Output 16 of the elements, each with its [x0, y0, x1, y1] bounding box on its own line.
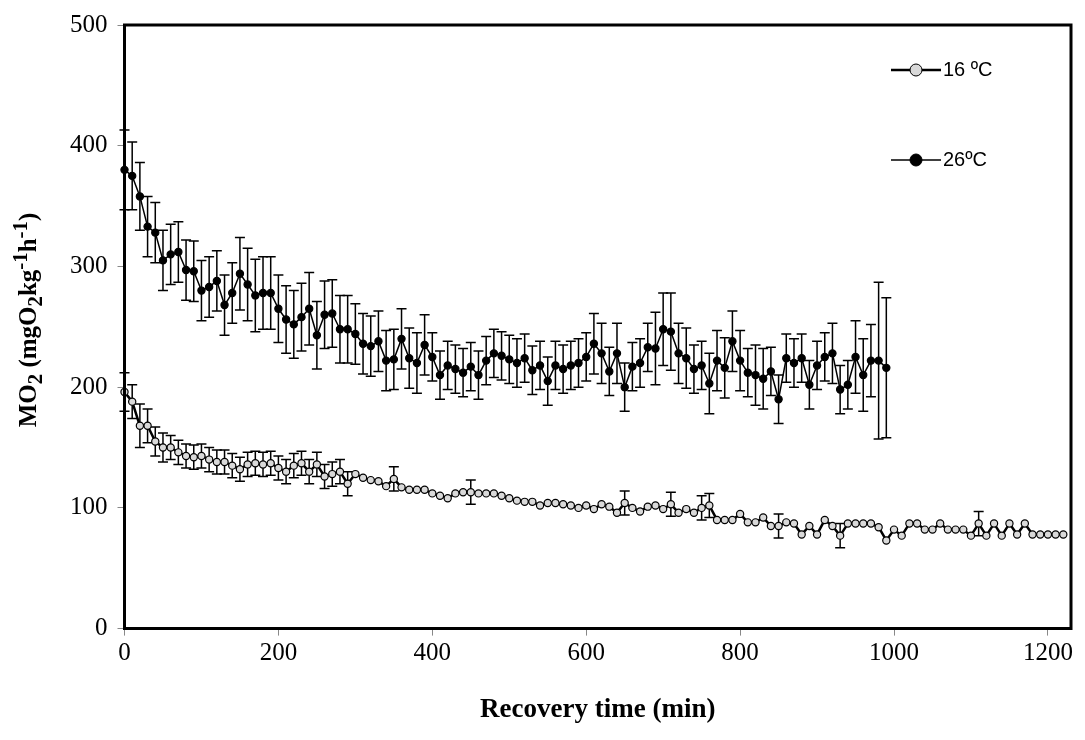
- legend-label: 26ºC: [943, 147, 987, 170]
- y-tick-label: 0: [95, 613, 108, 641]
- x-tick-label: 600: [567, 638, 605, 666]
- x-tick-label: 1200: [1022, 638, 1073, 666]
- y-tick-label: 300: [70, 251, 108, 278]
- y-tick-label: 100: [70, 492, 108, 520]
- x-tick-label: 200: [259, 638, 298, 666]
- y-tick-label: 200: [70, 371, 108, 399]
- x-tick-label: 1000: [869, 638, 920, 666]
- y-tick-label: 500: [70, 9, 108, 37]
- legend-label: 16 ºC: [943, 57, 993, 80]
- x-tick-label: 400: [413, 638, 452, 666]
- x-axis-title: Recovery time (min): [480, 692, 716, 723]
- x-tick-label: 800: [721, 638, 759, 666]
- x-tick-label: 0: [118, 638, 131, 666]
- y-tick-label: 400: [70, 130, 108, 158]
